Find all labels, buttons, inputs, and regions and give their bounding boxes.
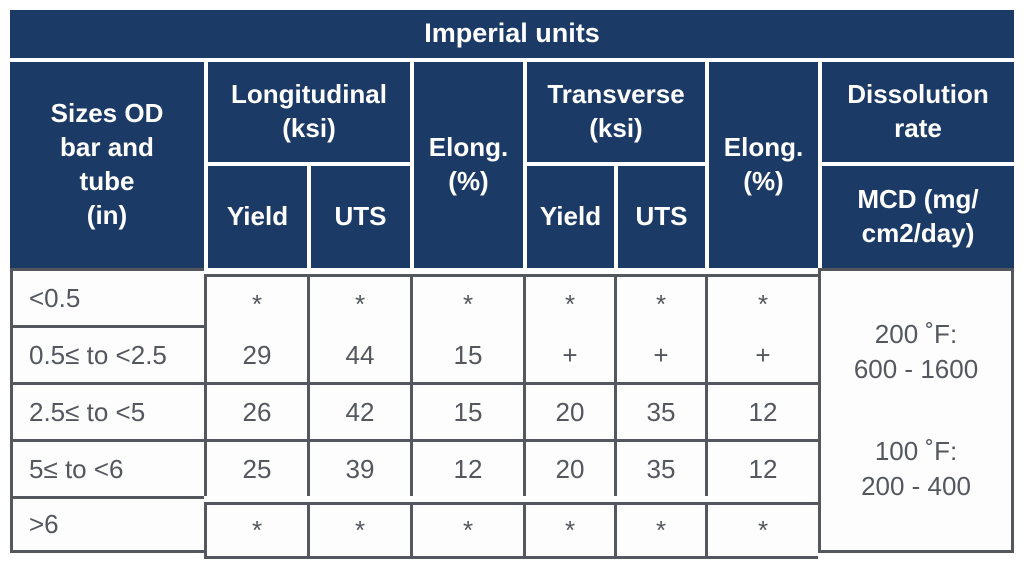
dissolution-100f-value: 100 ˚F: 200 - 400 <box>861 435 971 501</box>
cell-elong-l-row4: 12 <box>410 439 523 496</box>
cell-trans-yield-row1: * <box>523 274 614 331</box>
header-yield-transverse: Yield <box>523 166 614 268</box>
cell-long-uts-row3: 42 <box>307 382 410 439</box>
cell-size-row1: <0.5 <box>10 268 204 325</box>
cell-elong-l-row3: 15 <box>410 382 523 439</box>
cell-trans-yield-row3: 20 <box>523 382 614 439</box>
cell-elong-t-row4: 12 <box>705 439 818 496</box>
cell-size-row5: >6 <box>10 496 204 553</box>
header-uts-longitudinal: UTS <box>307 166 410 268</box>
cell-elong-l-row2: 15 <box>410 325 523 382</box>
cell-size-row2: 0.5≤ to <2.5 <box>10 325 204 382</box>
cell-trans-uts-row2: + <box>614 325 705 382</box>
cell-trans-yield-row5: * <box>523 502 614 559</box>
cell-dissolution-rate: 200 ˚F: 600 - 1600 100 ˚F: 200 - 400 <box>818 268 1014 553</box>
cell-long-yield-row1: * <box>204 274 307 331</box>
cell-long-yield-row4: 25 <box>204 439 307 496</box>
cell-trans-uts-row5: * <box>614 502 705 559</box>
cell-elong-t-row2: + <box>705 325 818 382</box>
cell-elong-t-row3: 12 <box>705 382 818 439</box>
imperial-units-table: Imperial units Sizes OD bar and tube (in… <box>10 10 1014 559</box>
header-dissolution-rate: Dissolution rate <box>818 62 1014 166</box>
header-transverse-ksi: Transverse (ksi) <box>523 62 705 166</box>
cell-long-uts-row2: 44 <box>307 325 410 382</box>
cell-size-row4: 5≤ to <6 <box>10 439 204 496</box>
header-sizes-od: Sizes OD bar and tube (in) <box>10 62 204 268</box>
cell-long-uts-row5: * <box>307 502 410 559</box>
cell-elong-t-row1: * <box>705 274 818 331</box>
cell-trans-uts-row4: 35 <box>614 439 705 496</box>
cell-elong-l-row5: * <box>410 502 523 559</box>
cell-elong-t-row5: * <box>705 502 818 559</box>
header-elong-longitudinal: Elong. (%) <box>410 62 523 268</box>
cell-long-yield-row5: * <box>204 502 307 559</box>
dissolution-200f-value: 200 ˚F: 600 - 1600 <box>853 319 979 385</box>
cell-trans-yield-row2: + <box>523 325 614 382</box>
header-uts-transverse: UTS <box>614 166 705 268</box>
cell-long-uts-row1: * <box>307 274 410 331</box>
cell-long-uts-row4: 39 <box>307 439 410 496</box>
cell-long-yield-row2: 29 <box>204 325 307 382</box>
header-longitudinal-ksi: Longitudinal (ksi) <box>204 62 410 166</box>
cell-elong-l-row1: * <box>410 274 523 331</box>
cell-size-row3: 2.5≤ to <5 <box>10 382 204 439</box>
cell-trans-yield-row4: 20 <box>523 439 614 496</box>
cell-long-yield-row3: 26 <box>204 382 307 439</box>
header-yield-longitudinal: Yield <box>204 166 307 268</box>
table-title: Imperial units <box>10 10 1014 62</box>
header-elong-transverse: Elong. (%) <box>705 62 818 268</box>
cell-trans-uts-row3: 35 <box>614 382 705 439</box>
header-mcd-units: MCD (mg/ cm2/day) <box>818 166 1014 268</box>
cell-trans-uts-row1: * <box>614 274 705 331</box>
